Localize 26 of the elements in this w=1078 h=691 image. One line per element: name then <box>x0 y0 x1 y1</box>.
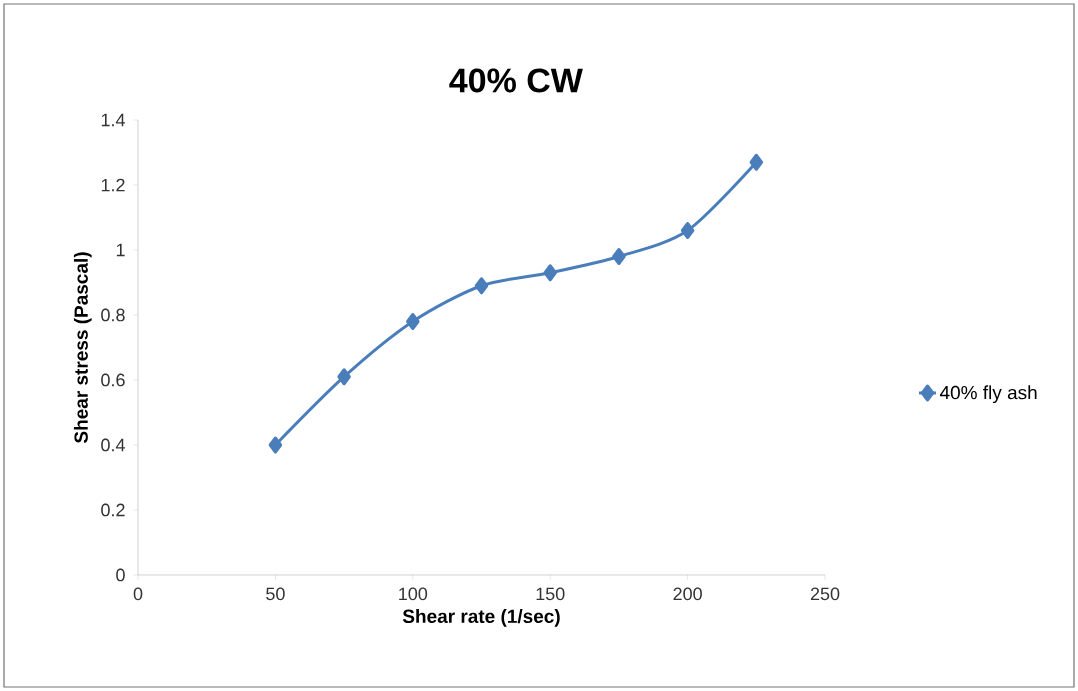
x-tick-label: 200 <box>673 587 702 601</box>
chart-title: 40% CW <box>449 68 583 93</box>
legend-label: 40% fly ash <box>939 385 1037 404</box>
y-tick-label: 1 <box>116 243 125 257</box>
point <box>337 368 351 386</box>
y-tick-label: 0.4 <box>101 438 125 452</box>
x-tick-label: 0 <box>133 587 143 601</box>
point <box>749 153 764 171</box>
y-tick-label: 0.2 <box>101 503 125 517</box>
x-tick-label: 250 <box>810 587 840 601</box>
point <box>543 264 557 282</box>
y-tick-label: 1.4 <box>101 113 125 127</box>
x-axis-title: Shear rate (1/sec) <box>402 609 560 627</box>
x-tick-label: 150 <box>536 587 565 601</box>
point <box>406 312 420 330</box>
point <box>268 436 283 454</box>
x-tick-label: 100 <box>399 587 428 601</box>
point <box>474 277 489 295</box>
y-tick-label: 0.8 <box>101 308 125 322</box>
y-tick-label: 1.2 <box>101 178 125 192</box>
point <box>680 221 695 239</box>
y-tick-label: 0 <box>116 568 125 582</box>
y-tick-label: 0.6 <box>101 373 125 387</box>
y-axis-title: Shear stress (Pascal) <box>73 252 92 444</box>
point <box>612 247 626 265</box>
x-tick-label: 50 <box>266 587 285 601</box>
